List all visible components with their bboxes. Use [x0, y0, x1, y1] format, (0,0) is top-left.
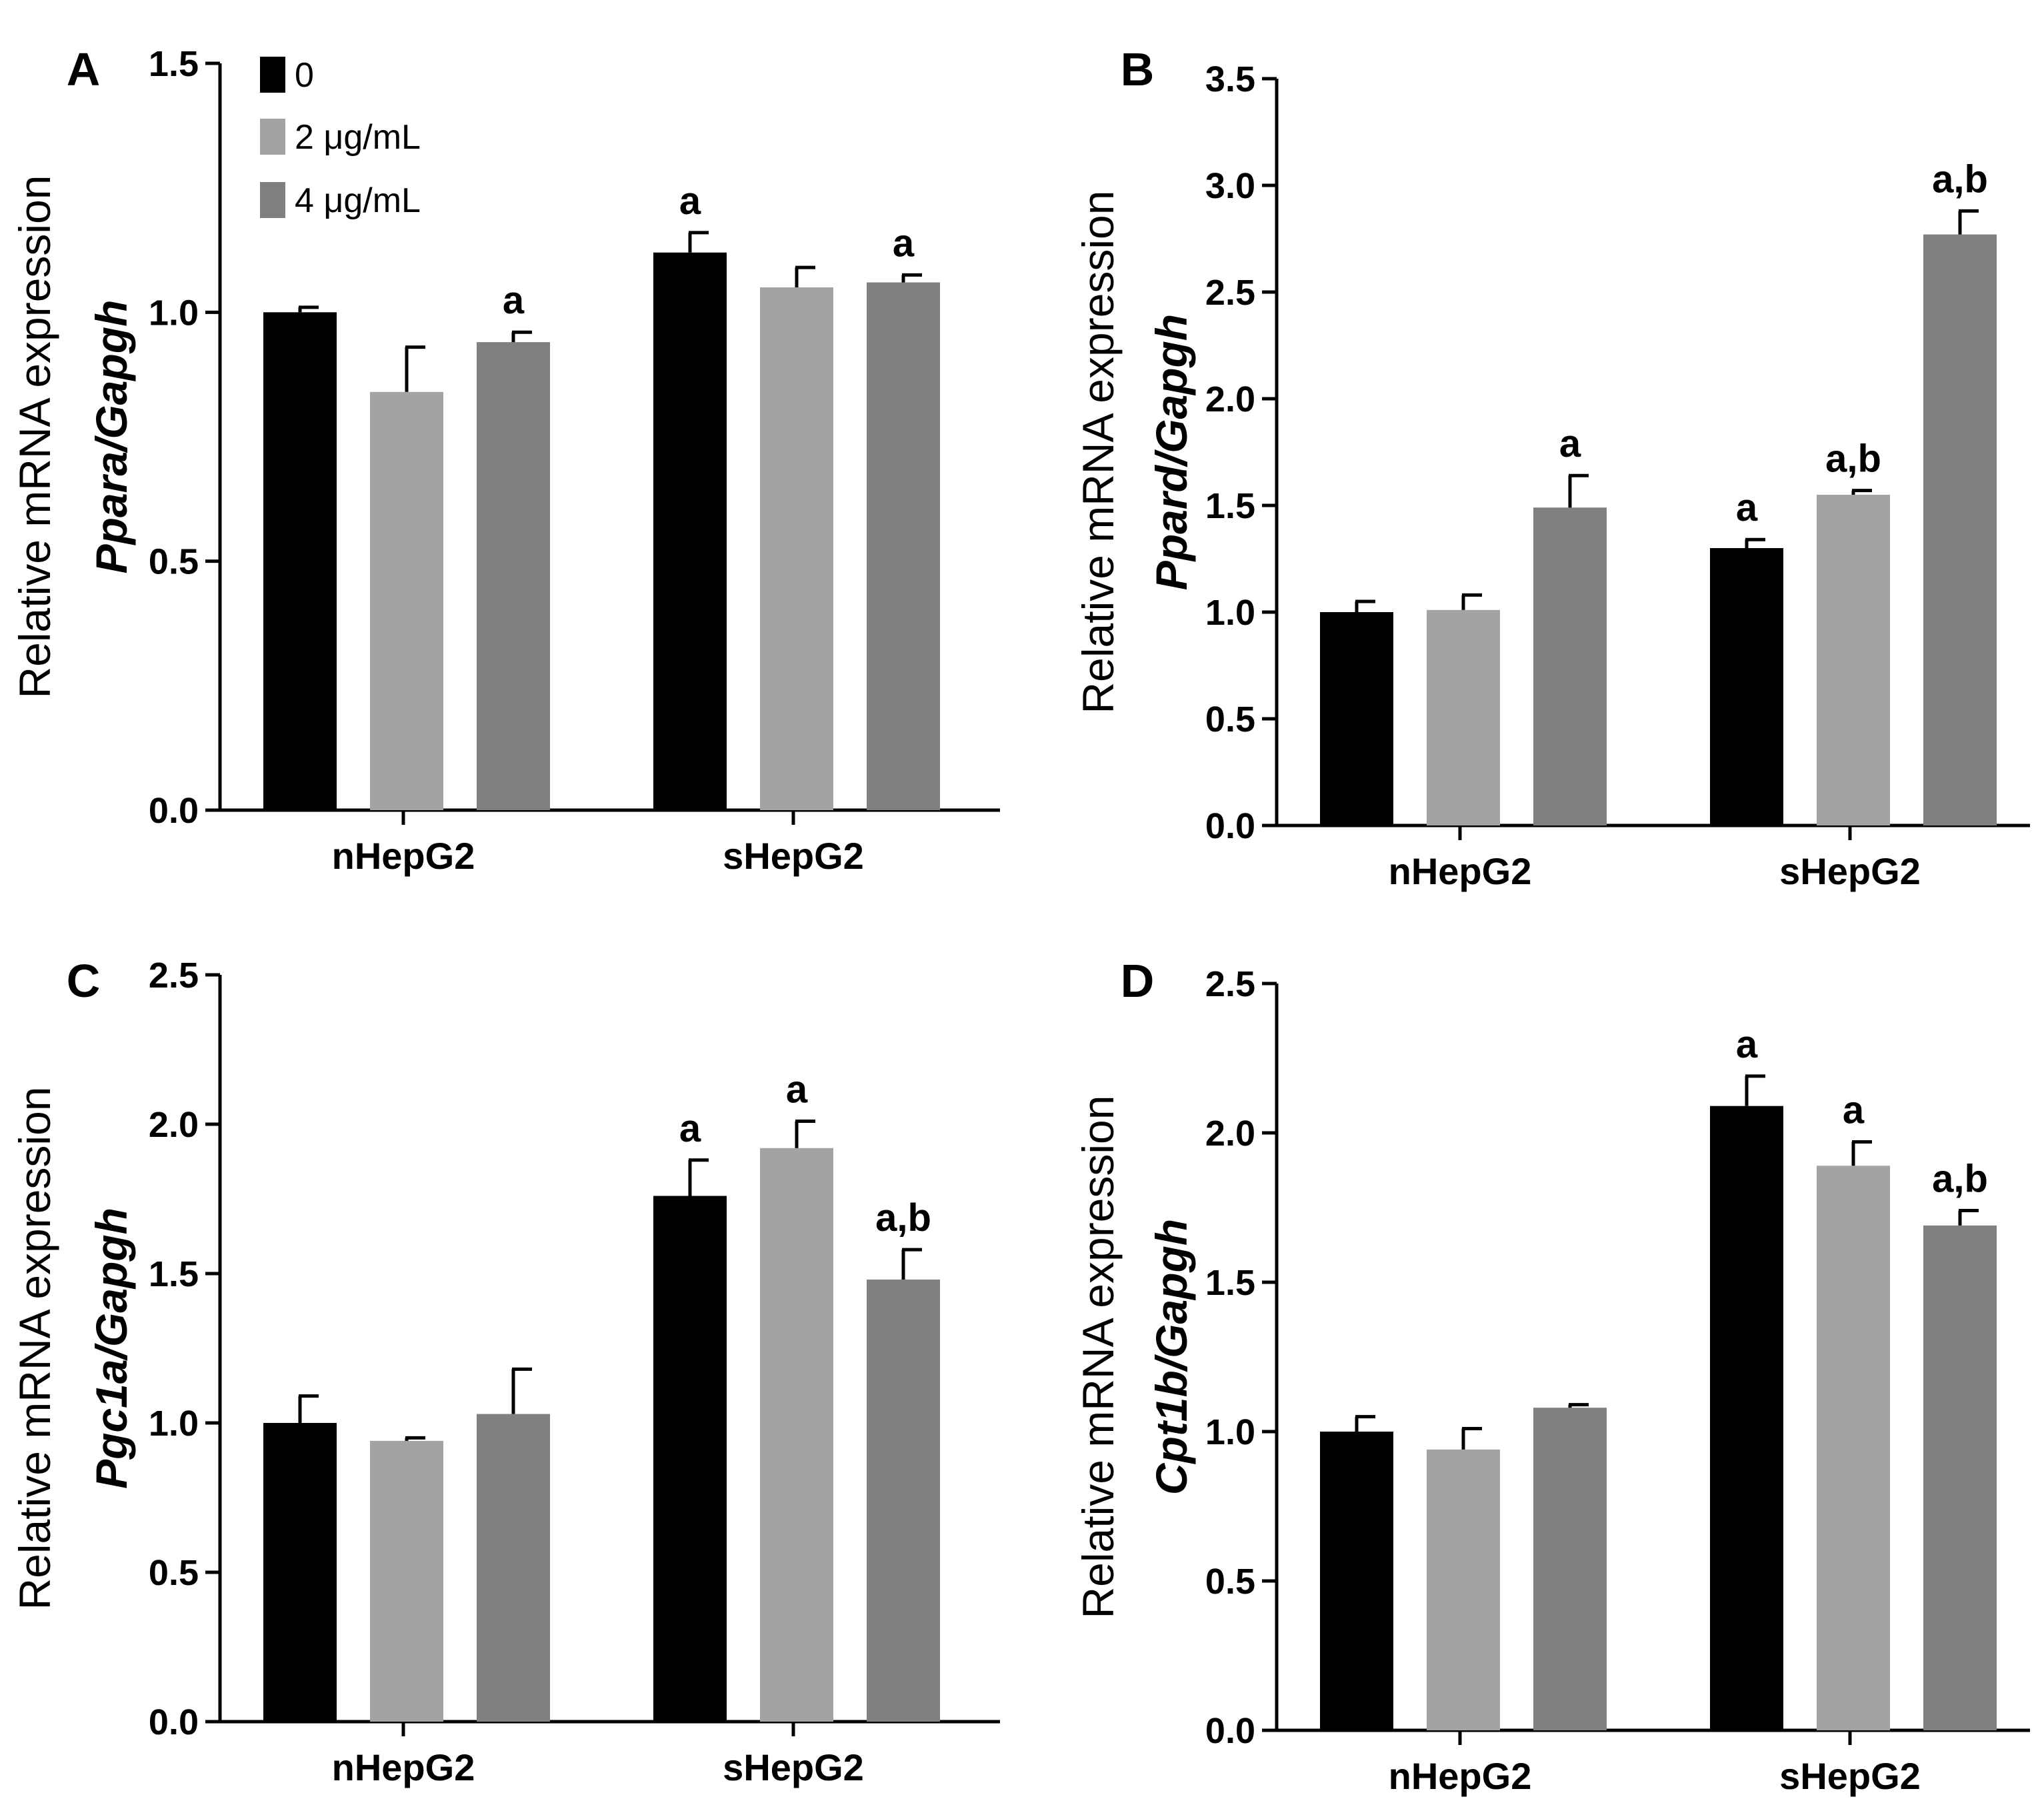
significance-label: a	[1843, 1088, 1865, 1132]
significance-label: a	[1736, 1023, 1758, 1066]
y-tick-label: 1.0	[1205, 1412, 1255, 1452]
significance-label: a	[679, 1107, 701, 1150]
y-tick-label: 0.5	[149, 1553, 199, 1593]
bar	[1710, 548, 1783, 825]
x-category-label: sHepG2	[1779, 1755, 1921, 1797]
y-tick-label: 0.5	[1205, 699, 1255, 739]
y-axis-label: Relative mRNA expression	[10, 175, 59, 699]
legend-label: 0	[295, 56, 314, 95]
x-category-label: nHepG2	[1389, 850, 1532, 892]
y-tick-label: 2.0	[149, 1105, 199, 1145]
significance-label: a,b	[1932, 157, 1988, 201]
bar	[760, 287, 833, 810]
y-tick-label: 0.5	[149, 542, 199, 582]
bar	[263, 312, 337, 810]
y-tick-label: 2.0	[1205, 1114, 1255, 1154]
x-category-label: sHepG2	[723, 835, 864, 877]
y-tick-label: 2.5	[1205, 273, 1255, 313]
y-tick-label: 2.0	[1205, 379, 1255, 419]
significance-label: a	[786, 1068, 808, 1112]
x-category-label: nHepG2	[332, 835, 475, 877]
y-axis-label-gene: Ppara/Gapgh	[87, 300, 136, 574]
significance-label: a,b	[875, 1196, 931, 1240]
bar	[867, 282, 940, 810]
bar	[1710, 1106, 1783, 1730]
bar	[653, 1196, 727, 1722]
y-axis-label: Relative mRNA expression	[10, 1087, 59, 1610]
significance-label: a	[503, 279, 525, 322]
y-tick-label: 3.0	[1205, 166, 1255, 206]
bar	[1923, 1225, 1997, 1730]
significance-label: a,b	[1825, 437, 1881, 481]
bar	[370, 1440, 443, 1722]
bar	[1427, 609, 1500, 825]
bar	[1427, 1449, 1500, 1730]
panel-letter: A	[67, 43, 101, 95]
bar	[653, 252, 727, 810]
bar	[867, 1279, 940, 1722]
panel-letter: D	[1121, 955, 1155, 1007]
y-axis-label-gene: Cpt1b/Gapgh	[1147, 1219, 1196, 1495]
legend-swatch	[260, 119, 285, 155]
bar	[370, 391, 443, 810]
y-tick-label: 0.0	[1205, 806, 1255, 846]
x-category-label: nHepG2	[1389, 1755, 1532, 1797]
y-tick-label: 1.5	[149, 44, 199, 84]
legend-label: 2 μg/mL	[295, 118, 421, 157]
x-category-label: nHepG2	[332, 1746, 475, 1788]
y-axis-label-gene: Pgc1a/Gapgh	[87, 1208, 136, 1489]
bar	[1923, 234, 1997, 826]
bar	[1533, 507, 1607, 825]
x-category-label: sHepG2	[723, 1746, 864, 1788]
y-tick-label: 3.5	[1205, 59, 1255, 99]
y-axis-label: Relative mRNA expression	[1073, 1096, 1123, 1619]
y-tick-label: 0.0	[149, 1702, 199, 1742]
y-tick-label: 2.5	[149, 956, 199, 996]
legend-swatch	[260, 182, 285, 218]
bar	[1320, 612, 1393, 825]
legend-swatch	[260, 57, 285, 93]
y-tick-label: 1.0	[1205, 593, 1255, 633]
bar	[263, 1423, 337, 1722]
bar	[1320, 1432, 1393, 1730]
significance-label: a	[679, 179, 701, 223]
bar	[1533, 1408, 1607, 1730]
y-tick-label: 1.5	[149, 1254, 199, 1294]
panel-letter: B	[1121, 43, 1155, 95]
significance-label: a,b	[1932, 1157, 1988, 1200]
bar	[477, 1414, 550, 1722]
legend-label: 4 μg/mL	[295, 181, 421, 220]
y-tick-label: 0.0	[1205, 1711, 1255, 1751]
y-tick-label: 0.0	[149, 791, 199, 831]
bar	[1817, 1166, 1890, 1730]
y-tick-label: 1.0	[149, 1404, 199, 1444]
x-category-label: sHepG2	[1779, 850, 1921, 892]
bar	[1817, 495, 1890, 825]
y-tick-label: 2.5	[1205, 964, 1255, 1004]
panel-letter: C	[67, 955, 101, 1007]
bar	[760, 1148, 833, 1722]
y-tick-label: 1.5	[1205, 486, 1255, 526]
significance-label: a	[893, 221, 915, 265]
bar	[477, 342, 550, 810]
y-tick-label: 1.5	[1205, 1263, 1255, 1303]
y-axis-label-gene: Ppard/Gapgh	[1147, 314, 1196, 590]
y-tick-label: 1.0	[149, 293, 199, 333]
y-axis-label: Relative mRNA expression	[1073, 191, 1123, 714]
significance-label: a	[1559, 422, 1581, 465]
y-tick-label: 0.5	[1205, 1562, 1255, 1602]
significance-label: a	[1736, 486, 1758, 529]
